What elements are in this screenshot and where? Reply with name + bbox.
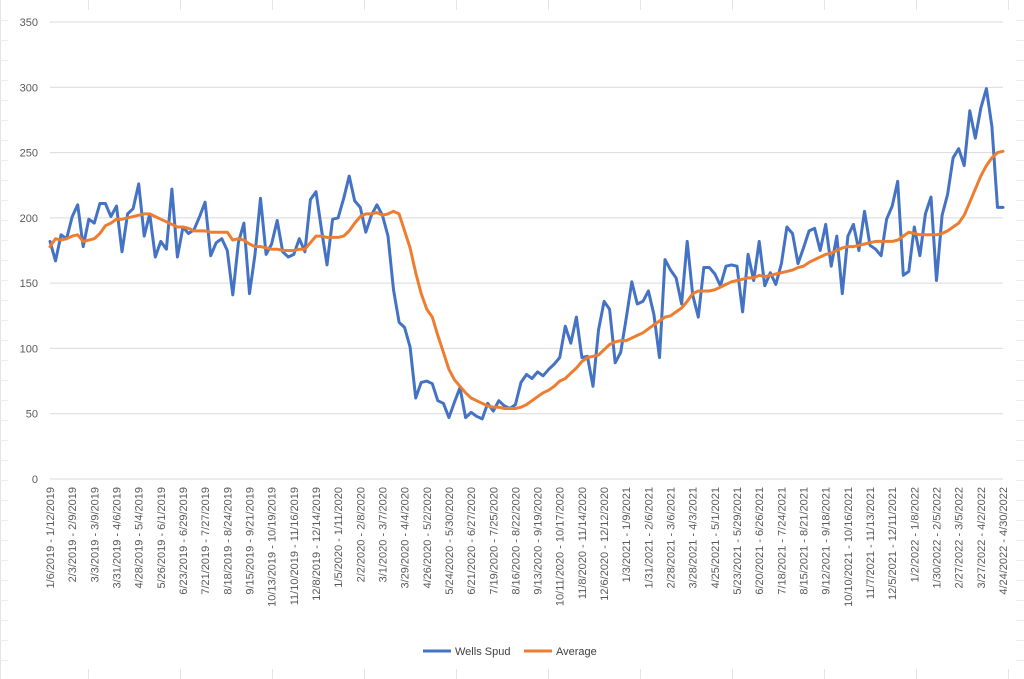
x-tick-label: 10/11/2020 - 10/17/2020 [555,487,567,606]
series-lines [48,87,1005,421]
y-tick-label: 200 [20,213,38,225]
x-tick-label: 4/26/2020 - 5/2/2020 [422,487,434,589]
x-tick-label: 7/19/2020 - 7/25/2020 [488,487,500,595]
x-tick-label: 6/23/2019 - 6/29/2019 [178,487,190,595]
x-tick-label: 3/27/2022 - 4/2/2022 [976,487,988,589]
x-tick-label: 8/16/2020 - 8/22/2020 [510,487,522,595]
x-tick-label: 3/28/2021 - 4/3/2021 [688,487,700,589]
x-tick-label: 2/3/2019 - 2/9/2019 [67,487,79,582]
x-tick-label: 9/13/2020 - 9/19/2020 [533,487,545,595]
x-tick-label: 2/2/2020 - 2/8/2020 [355,487,367,582]
x-tick-label: 3/1/2020 - 3/7/2020 [377,487,389,582]
x-tick-label: 10/13/2019 - 10/19/2019 [267,487,279,607]
x-tick-label: 11/8/2020 - 11/14/2020 [577,487,589,599]
wells-spud-line [48,87,1005,421]
y-tick-label: 350 [20,17,38,29]
x-tick-label: 3/31/2019 - 4/6/2019 [111,487,123,589]
legend-label: Average [556,646,597,658]
horizontal-gridlines [50,21,1003,480]
y-tick-label: 100 [20,343,38,355]
x-tick-label: 1/6/2019 - 1/12/2019 [45,487,57,589]
x-tick-label: 12/5/2021 - 12/11/2021 [887,487,899,600]
average-line [48,149,1005,410]
x-tick-label: 12/8/2019 - 12/14/2019 [311,487,323,601]
x-tick-label: 8/18/2019 - 8/24/2019 [222,487,234,595]
chart-legend: Wells Spud Average [423,646,597,658]
x-tick-label: 4/24/2022 - 4/30/2022 [998,487,1010,595]
x-tick-label: 4/28/2019 - 5/4/2019 [134,487,146,589]
x-tick-label: 1/30/2022 - 2/5/2022 [932,487,944,589]
x-tick-label: 3/29/2020 - 4/4/2020 [400,487,412,589]
x-tick-label: 1/31/2021 - 2/6/2021 [643,487,655,589]
y-axis-tick-labels: 0 50 100 150 200 250 300 350 [20,17,38,486]
x-tick-label: 11/10/2019 - 11/16/2019 [289,487,301,605]
x-tick-label: 10/10/2021 - 10/16/2021 [843,487,855,607]
y-tick-label: 50 [26,409,38,421]
x-tick-label: 3/3/2019 - 3/9/2019 [89,487,101,582]
legend-label: Wells Spud [455,646,510,658]
y-tick-label: 250 [20,148,38,160]
x-tick-label: 7/21/2019 - 7/27/2019 [200,487,212,595]
x-tick-label: 9/12/2021 - 9/18/2021 [821,487,833,595]
x-tick-label: 4/25/2021 - 5/1/2021 [710,487,722,589]
x-tick-label: 5/26/2019 - 6/1/2019 [156,487,168,589]
x-tick-label: 12/6/2020 - 12/12/2020 [599,487,611,601]
y-tick-label: 0 [32,474,38,486]
x-tick-label: 1/2/2022 - 1/8/2022 [909,487,921,582]
chart-area [8,10,1016,669]
x-axis-tick-labels: 1/6/2019 - 1/12/2019 2/3/2019 - 2/9/2019 3… [45,487,1010,607]
x-tick-label: 5/23/2021 - 5/29/2021 [732,487,744,595]
x-tick-label: 6/20/2021 - 6/26/2021 [754,487,766,595]
x-tick-label: 2/27/2022 - 3/5/2022 [954,487,966,589]
x-tick-label: 9/15/2019 - 9/21/2019 [244,487,256,595]
x-tick-label: 1/3/2021 - 1/9/2021 [621,487,633,582]
x-tick-label: 7/18/2021 - 7/24/2021 [776,487,788,595]
y-tick-label: 150 [20,278,38,290]
y-tick-label: 300 [20,82,38,94]
x-tick-label: 1/5/2020 - 1/11/2020 [333,487,345,588]
x-tick-label: 6/21/2020 - 6/27/2020 [466,487,478,595]
x-tick-label: 2/28/2021 - 3/6/2021 [666,487,678,589]
x-tick-label: 11/7/2021 - 11/13/2021 [865,487,877,599]
x-tick-label: 8/15/2021 - 8/21/2021 [799,487,811,595]
x-tick-label: 5/24/2020 - 5/30/2020 [444,487,456,595]
